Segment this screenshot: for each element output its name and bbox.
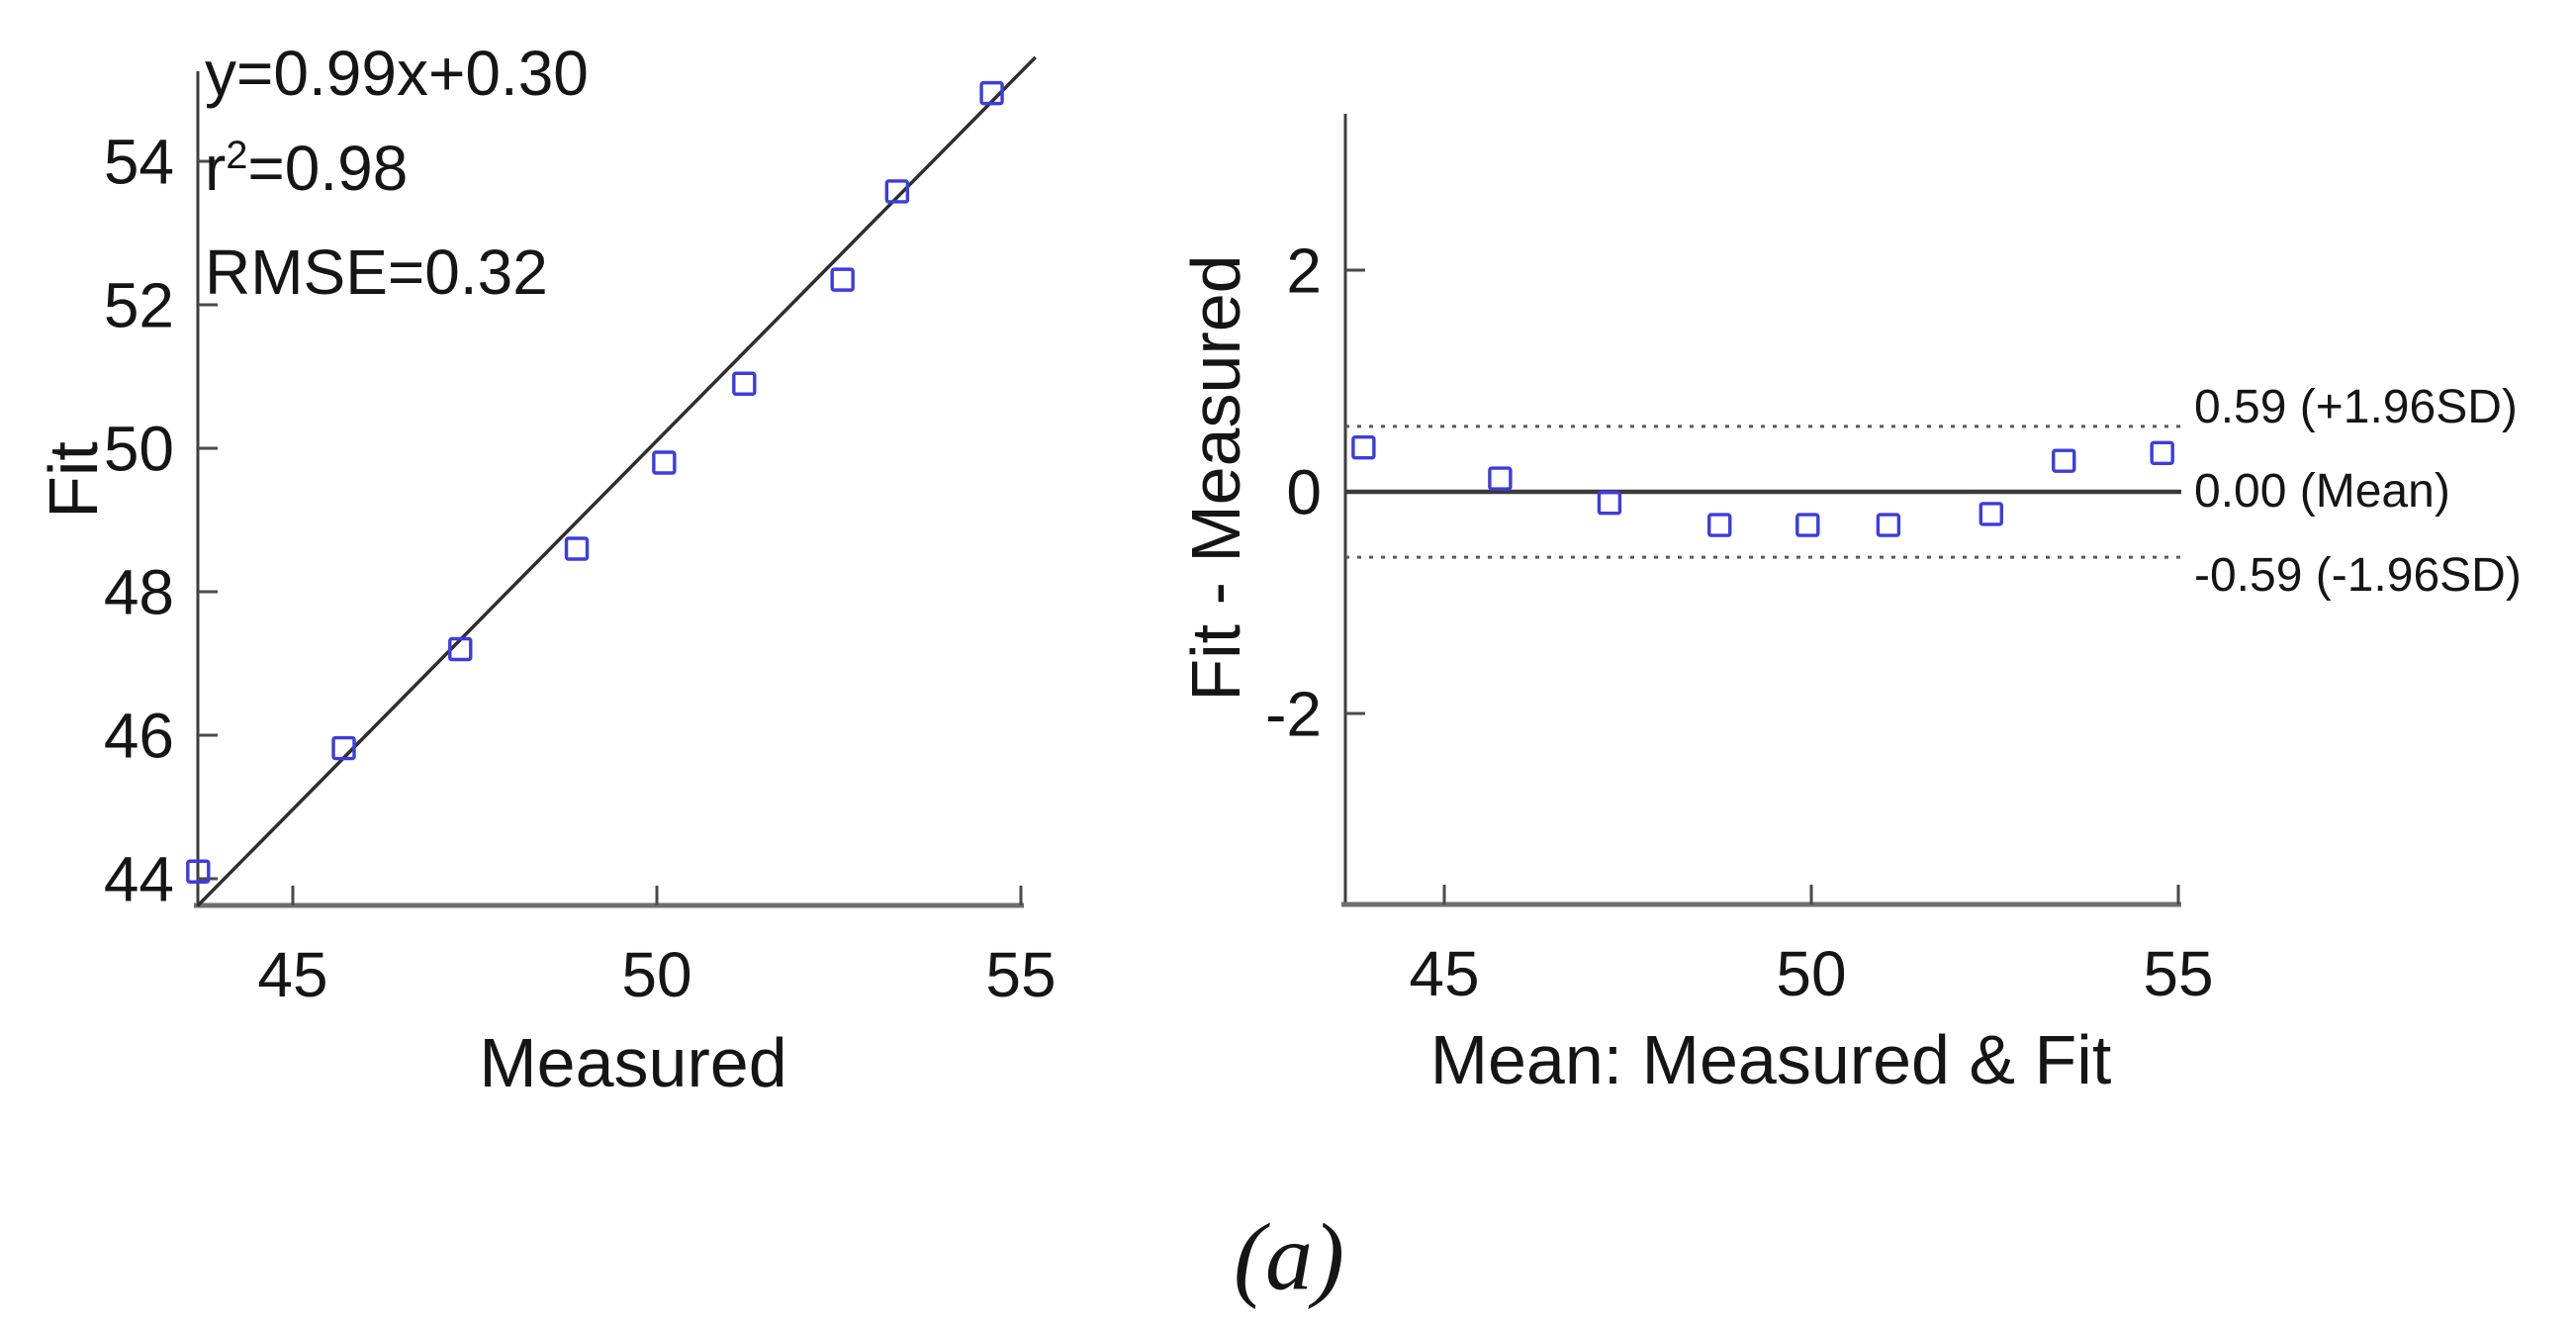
regression-fit-line bbox=[196, 55, 1037, 907]
fit-data-point-marker bbox=[331, 735, 356, 761]
fit-data-point-marker bbox=[652, 450, 677, 475]
left-y-axis-label: Fit bbox=[35, 441, 112, 519]
right-x-tick-label: 55 bbox=[2143, 938, 2213, 1009]
right-y-tick-label: 0 bbox=[1286, 456, 1322, 527]
fit-data-point-marker bbox=[884, 179, 910, 204]
left-y-tick-label: 46 bbox=[104, 700, 174, 771]
left-y-tick-label: 52 bbox=[104, 269, 174, 340]
left-x-tick-label: 45 bbox=[257, 939, 327, 1010]
fit-data-point-marker bbox=[979, 80, 1004, 106]
difference-data-point-marker bbox=[2052, 448, 2076, 473]
right-y-tick-label: -2 bbox=[1265, 678, 1322, 749]
fit-data-point-marker bbox=[830, 267, 855, 292]
difference-data-point-marker bbox=[1876, 513, 1901, 537]
right-x-tick-label: 45 bbox=[1409, 938, 1479, 1009]
right-y-tick-label: 2 bbox=[1286, 235, 1322, 306]
mean-line-label: 0.00 (Mean) bbox=[2194, 465, 2450, 518]
difference-data-point-marker bbox=[1707, 513, 1732, 537]
left-y-tick-label: 54 bbox=[104, 126, 174, 197]
right-x-tick-label: 50 bbox=[1776, 938, 1846, 1009]
difference-data-point-marker bbox=[1978, 502, 2003, 526]
lower-loa-label: -0.59 (-1.96SD) bbox=[2194, 549, 2522, 602]
fit-data-point-marker bbox=[448, 636, 473, 662]
right-x-axis-label: Mean: Measured & Fit bbox=[1429, 1021, 2112, 1098]
fit-data-point-marker bbox=[186, 859, 211, 884]
fit-equation-text: y=0.99x+0.30 bbox=[205, 38, 589, 109]
fit-annotation: y=0.99x+0.30 r2=0.98 RMSE=0.32 bbox=[205, 26, 589, 320]
fit-data-point-marker bbox=[732, 371, 757, 396]
difference-data-point-marker bbox=[2150, 440, 2174, 465]
left-x-tick-label: 55 bbox=[985, 939, 1056, 1010]
left-x-tick-label: 50 bbox=[621, 939, 691, 1010]
upper-loa-label: 0.59 (+1.96SD) bbox=[2194, 381, 2518, 433]
rmse-text: RMSE=0.32 bbox=[205, 237, 548, 308]
fit-data-point-marker bbox=[564, 536, 590, 561]
left-y-tick-label: 50 bbox=[104, 413, 174, 484]
left-y-tick-label: 44 bbox=[104, 843, 174, 914]
figure-caption: (a) bbox=[1234, 1203, 1344, 1310]
difference-data-point-marker bbox=[1597, 491, 1622, 516]
r-squared-superscript: 2 bbox=[226, 134, 248, 178]
r-squared-text: r2=0.98 bbox=[205, 133, 409, 204]
difference-data-point-marker bbox=[1488, 466, 1513, 491]
difference-data-point-marker bbox=[1351, 435, 1376, 460]
left-x-axis-label: Measured bbox=[479, 1024, 787, 1101]
right-y-axis-label: Fit - Measured bbox=[1177, 254, 1254, 702]
left-y-tick-label: 48 bbox=[104, 556, 174, 627]
difference-data-point-marker bbox=[1795, 513, 1820, 537]
